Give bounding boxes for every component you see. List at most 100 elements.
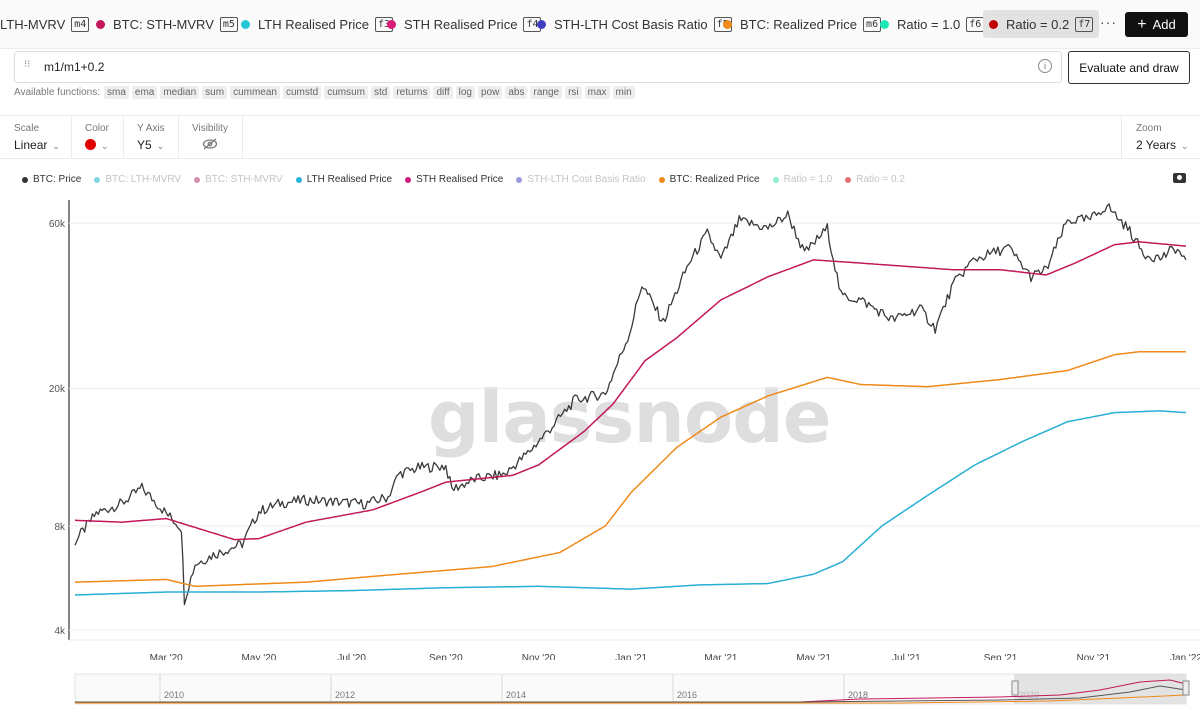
navigator-year-label: 2012 [335, 690, 355, 700]
tab-ratio-1[interactable]: Ratio = 1.0 f6 [880, 10, 985, 38]
zoom-label: Zoom [1136, 123, 1162, 134]
tab-key: f7 [1075, 16, 1094, 32]
tab-label: LTH-MVRV [0, 16, 66, 32]
x-tick-label: Mar '21 [704, 653, 737, 660]
tab-lth-mvrv[interactable]: LTH-MVRV m4 [0, 10, 90, 38]
legend-item-btc-sth-mvrv[interactable]: BTC: STH-MVRV [194, 174, 283, 185]
legend-label: BTC: Realized Price [669, 174, 760, 185]
legend-item-sth-realised-price[interactable]: STH Realised Price [405, 174, 503, 185]
color-select[interactable]: Color ⌄ [71, 116, 124, 158]
y-axis-select[interactable]: Y Axis Y5 ⌄ [123, 116, 179, 158]
price-chart[interactable]: 4k 8k 20k 60k Mar '20 May '20 Jul '20 Sep '20 No… [0, 190, 1200, 660]
function-chip[interactable]: abs [505, 86, 528, 99]
legend-dot-icon [194, 176, 201, 183]
legend-item-sth-lth-cost-basis-ratio[interactable]: STH-LTH Cost Basis Ratio [516, 174, 646, 185]
visibility-toggle[interactable]: Visibility [178, 116, 243, 158]
tab-label: BTC: Realized Price [740, 16, 858, 32]
chevron-down-icon: ⌄ [101, 141, 109, 151]
series-dot-icon [387, 19, 396, 29]
fx-icon: ⁝⁝ [24, 59, 31, 70]
series-line-sth-realised-price [74, 241, 1187, 541]
series-dot-icon [96, 19, 105, 29]
function-chip[interactable]: sum [202, 86, 228, 99]
formula-input[interactable]: ⁝⁝ m1/m1+0.2 i [14, 51, 1062, 83]
function-chip[interactable]: median [160, 86, 200, 99]
navigator-year-label: 2018 [848, 690, 868, 700]
camera-icon[interactable] [1173, 173, 1186, 183]
y-tick-label: 60k [49, 219, 66, 230]
add-button[interactable]: + Add [1125, 12, 1188, 37]
scale-value: Linear ⌄ [14, 138, 60, 152]
tab-label: BTC: STH-MVRV [113, 16, 214, 32]
legend-dot-icon [405, 176, 412, 183]
function-chip[interactable]: pow [478, 86, 503, 99]
function-chip[interactable]: rsi [565, 86, 582, 99]
function-chip[interactable]: cumsum [324, 86, 368, 99]
color-value: ⌄ [85, 138, 109, 152]
function-chip[interactable]: cumstd [282, 86, 322, 99]
function-chip[interactable]: min [612, 86, 635, 99]
legend-item-ratio-1[interactable]: Ratio = 1.0 [772, 174, 832, 185]
legend-label: STH Realised Price [416, 174, 504, 185]
more-tabs-button[interactable]: ··· [1100, 14, 1117, 30]
color-swatch-icon [85, 139, 96, 150]
navigator-year-label: 2016 [677, 690, 697, 700]
navigator-year-label: 2010 [164, 690, 184, 700]
chart-legend: BTC: Price BTC: LTH-MVRV BTC: STH-MVRV L… [22, 174, 918, 185]
legend-item-btc-price[interactable]: BTC: Price [22, 174, 81, 185]
x-tick-label: May '21 [796, 653, 831, 660]
y-tick-label: 4k [54, 626, 66, 637]
legend-label: LTH Realised Price [306, 174, 393, 185]
tab-lth-realised-price[interactable]: LTH Realised Price f3 [241, 10, 394, 38]
function-chip[interactable]: max [584, 86, 610, 99]
scale-select[interactable]: Scale Linear ⌄ [0, 116, 72, 158]
tab-label: STH Realised Price [404, 16, 518, 32]
function-chip[interactable]: log [455, 86, 475, 99]
series-line-lth-realised-price [74, 410, 1187, 596]
evaluate-and-draw-button[interactable]: Evaluate and draw [1068, 51, 1190, 84]
scale-value-text: Linear [14, 138, 48, 152]
functions-label: Available functions: [14, 87, 100, 98]
legend-item-lth-realised-price[interactable]: LTH Realised Price [295, 174, 393, 185]
series-dot-icon [241, 19, 250, 29]
tab-sth-lth-cost-basis-ratio[interactable]: STH-LTH Cost Basis Ratio f5 [537, 10, 732, 38]
info-icon[interactable]: i [1038, 59, 1052, 73]
x-tick-label: Nov '21 [1076, 653, 1110, 660]
tab-btc-realized-price[interactable]: BTC: Realized Price m6 [723, 10, 882, 38]
formula-value: m1/m1+0.2 [44, 60, 105, 74]
chevron-down-icon: ⌄ [52, 141, 60, 151]
available-functions: Available functions: sma ema median sum … [14, 86, 638, 99]
tab-sth-realised-price[interactable]: STH Realised Price f4 [387, 10, 542, 38]
time-navigator[interactable]: 201020122014201620182020 [0, 668, 1200, 717]
legend-label: BTC: Price [33, 174, 82, 185]
tab-sth-mvrv[interactable]: BTC: STH-MVRV m5 [96, 10, 238, 38]
legend-item-btc-realized-price[interactable]: BTC: Realized Price [658, 174, 760, 185]
function-chip[interactable]: range [530, 86, 563, 99]
legend-label: Ratio = 0.2 [856, 174, 905, 185]
visibility-label: Visibility [192, 123, 228, 134]
tab-ratio-02[interactable]: Ratio = 0.2 f7 [983, 10, 1100, 38]
legend-dot-icon [772, 176, 779, 183]
function-chip[interactable]: std [371, 86, 391, 99]
tab-key: f6 [966, 16, 985, 32]
x-tick-label: Jul '20 [337, 653, 366, 660]
navigator-track [74, 673, 1187, 705]
legend-item-btc-lth-mvrv[interactable]: BTC: LTH-MVRV [94, 174, 181, 185]
legend-item-ratio-02[interactable]: Ratio = 0.2 [845, 174, 905, 185]
function-chip[interactable]: returns [393, 86, 431, 99]
series-tab-bar: LTH-MVRV m4 BTC: STH-MVRV m5 LTH Realise… [0, 0, 1200, 49]
function-chip[interactable]: ema [131, 86, 158, 99]
function-chip[interactable]: diff [433, 86, 453, 99]
function-chip[interactable]: cummean [230, 86, 280, 99]
legend-label: BTC: LTH-MVRV [105, 174, 182, 185]
chevron-down-icon: ⌄ [1181, 141, 1189, 151]
zoom-value: 2 Years ⌄ [1136, 138, 1189, 152]
watermark: glassnode [428, 375, 832, 459]
tab-key: m5 [219, 16, 238, 32]
function-chip[interactable]: sma [103, 86, 129, 99]
y-axis-value: Y5 ⌄ [137, 138, 164, 152]
zoom-select[interactable]: Zoom 2 Years ⌄ [1121, 116, 1200, 158]
scale-label: Scale [14, 123, 40, 134]
series-dot-icon [989, 19, 998, 29]
legend-dot-icon [658, 176, 665, 183]
